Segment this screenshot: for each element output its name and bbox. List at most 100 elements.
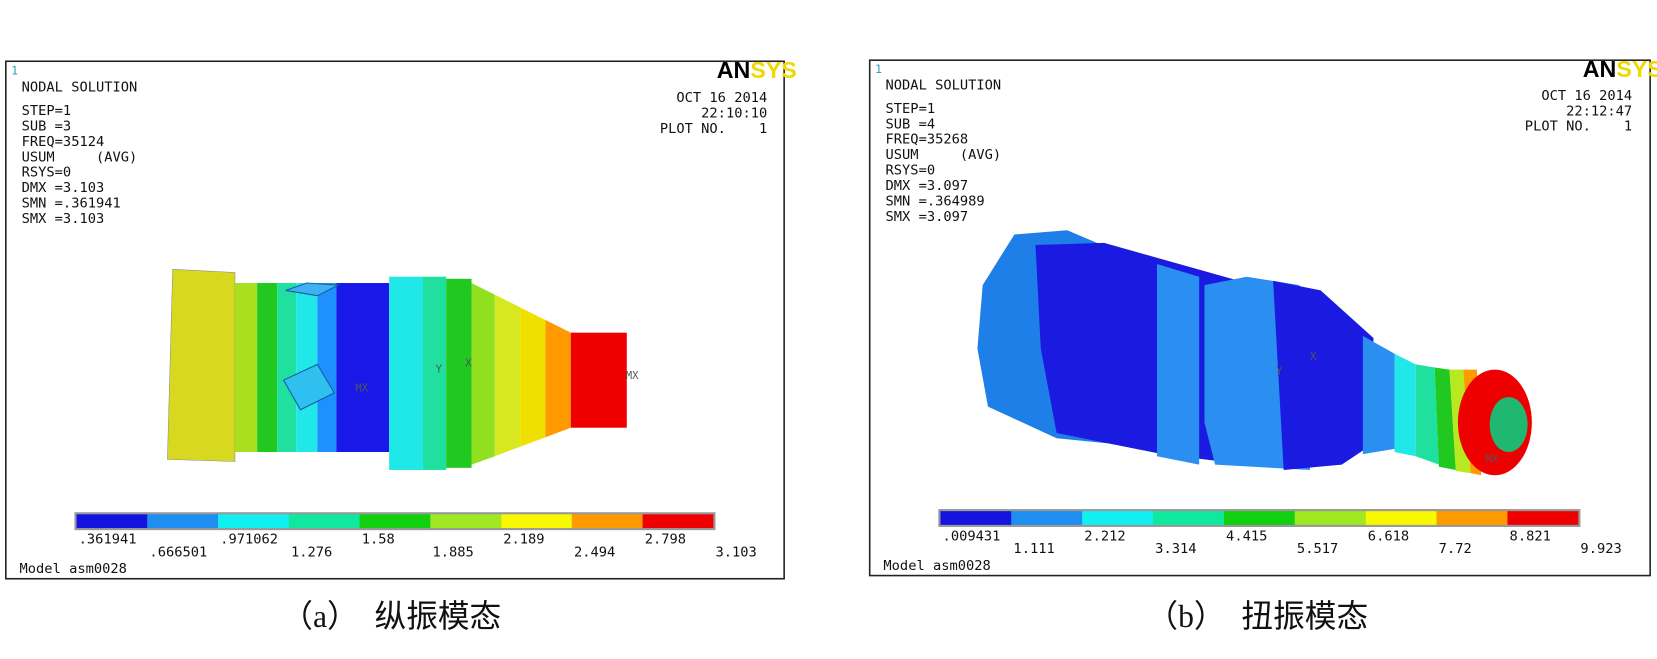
- plot-info: 22:12:47: [1566, 103, 1632, 119]
- legend-label: 1.58: [362, 532, 395, 548]
- legend-swatch: [76, 514, 148, 529]
- window-number: 1: [875, 62, 882, 76]
- band: [1394, 353, 1416, 457]
- annotation: MX: [355, 383, 368, 395]
- legend-label: 8.821: [1510, 528, 1551, 544]
- band: [520, 307, 546, 447]
- plot-info: OCT 16 2014: [1541, 88, 1632, 104]
- info-line: STEP=1: [22, 103, 72, 119]
- legend-label: 4.415: [1226, 528, 1267, 544]
- legend-label: 2.212: [1084, 528, 1125, 544]
- annotation: MX: [626, 370, 639, 382]
- band: [336, 283, 390, 453]
- legend-swatch: [1153, 511, 1224, 525]
- panel-a-graphics: [5, 60, 785, 580]
- legend-swatch: [571, 514, 643, 529]
- caption: （a） 纵振模态: [281, 599, 501, 634]
- legend-swatch: [147, 514, 219, 529]
- band: [257, 283, 278, 453]
- info-line: SMN =.364989: [886, 193, 985, 209]
- legend-label: 2.494: [574, 544, 615, 560]
- legend-swatch: [430, 514, 502, 529]
- legend-swatch: [642, 514, 714, 529]
- plot-info: PLOT NO. 1: [660, 121, 767, 137]
- info-line: NODAL SOLUTION: [886, 78, 1002, 94]
- logo: SYS: [750, 57, 796, 83]
- legend-label: 1.111: [1013, 541, 1054, 557]
- info-line: RSYS=0: [22, 165, 72, 181]
- band: [446, 278, 472, 468]
- logo: AN: [1583, 56, 1617, 82]
- legend-label: 1.885: [432, 544, 473, 560]
- band: [277, 283, 297, 453]
- legend-swatch: [1436, 511, 1508, 525]
- info-line: STEP=1: [886, 101, 936, 117]
- annotation: MX: [1485, 453, 1498, 465]
- end-face-inner: [1489, 397, 1528, 453]
- feature: [282, 363, 335, 411]
- info-line: SMX =3.103: [22, 211, 105, 227]
- legend-swatch: [288, 514, 360, 529]
- legend-swatch: [359, 514, 431, 529]
- legend-swatch: [1294, 511, 1366, 525]
- band: [1273, 280, 1374, 470]
- band: [471, 283, 495, 465]
- legend-swatch: [1365, 511, 1437, 525]
- plot-info: OCT 16 2014: [676, 90, 767, 106]
- legend-label: .971062: [220, 532, 278, 548]
- legend-swatch: [1011, 511, 1083, 525]
- model-name: Model asm0028: [20, 561, 127, 577]
- band: [494, 294, 521, 457]
- model-name: Model asm0028: [883, 558, 990, 574]
- info-line: NODAL SOLUTION: [22, 80, 138, 96]
- plot-info: 22:10:10: [701, 106, 767, 122]
- info-line: DMX =3.103: [22, 180, 105, 196]
- band: [545, 319, 571, 438]
- annotation: Y: [1276, 366, 1283, 378]
- band: [234, 283, 258, 453]
- window-number: 1: [11, 63, 18, 77]
- legend-swatch: [501, 514, 572, 529]
- legend-label: .009431: [943, 528, 1001, 544]
- info-line: USUM (AVG): [22, 149, 138, 165]
- band: [1434, 367, 1456, 470]
- legend-label: 9.923: [1580, 541, 1621, 557]
- feature: [285, 282, 341, 297]
- band: [1415, 364, 1439, 465]
- band: [389, 276, 423, 470]
- caption: （b） 扭振模态: [1146, 599, 1368, 634]
- annotation: X: [1310, 351, 1317, 363]
- legend-label: 3.103: [715, 544, 756, 560]
- info-line: FREQ=35124: [22, 134, 105, 150]
- band: [317, 283, 337, 453]
- logo: AN: [717, 57, 751, 83]
- legend-swatch: [940, 511, 1012, 525]
- legend-label: 2.189: [503, 532, 544, 548]
- info-line: SUB =3: [22, 118, 72, 134]
- legend-label: .666501: [149, 544, 207, 560]
- legend-swatch: [1223, 511, 1295, 525]
- flange: [167, 269, 236, 462]
- legend-label: 7.72: [1439, 541, 1472, 557]
- info-line: SMX =3.097: [886, 209, 969, 225]
- band: [422, 276, 447, 470]
- legend-label: 5.517: [1297, 541, 1338, 557]
- panel-b-graphics: [868, 59, 1651, 577]
- info-line: SUB =4: [886, 116, 936, 132]
- band: [1362, 335, 1395, 455]
- info-line: DMX =3.097: [886, 178, 969, 194]
- info-line: RSYS=0: [886, 163, 936, 179]
- legend-label: 6.618: [1368, 528, 1409, 544]
- annotation: X: [465, 357, 472, 369]
- legend-swatch: [218, 514, 289, 529]
- annotation: Y: [436, 364, 443, 376]
- legend-swatch: [1507, 511, 1579, 525]
- info-line: FREQ=35268: [886, 132, 969, 148]
- legend-label: 3.314: [1155, 541, 1196, 557]
- info-line: SMN =.361941: [22, 196, 121, 212]
- legend-label: 1.276: [291, 544, 332, 560]
- legend-swatch: [1082, 511, 1154, 525]
- legend-label: 2.798: [645, 532, 686, 548]
